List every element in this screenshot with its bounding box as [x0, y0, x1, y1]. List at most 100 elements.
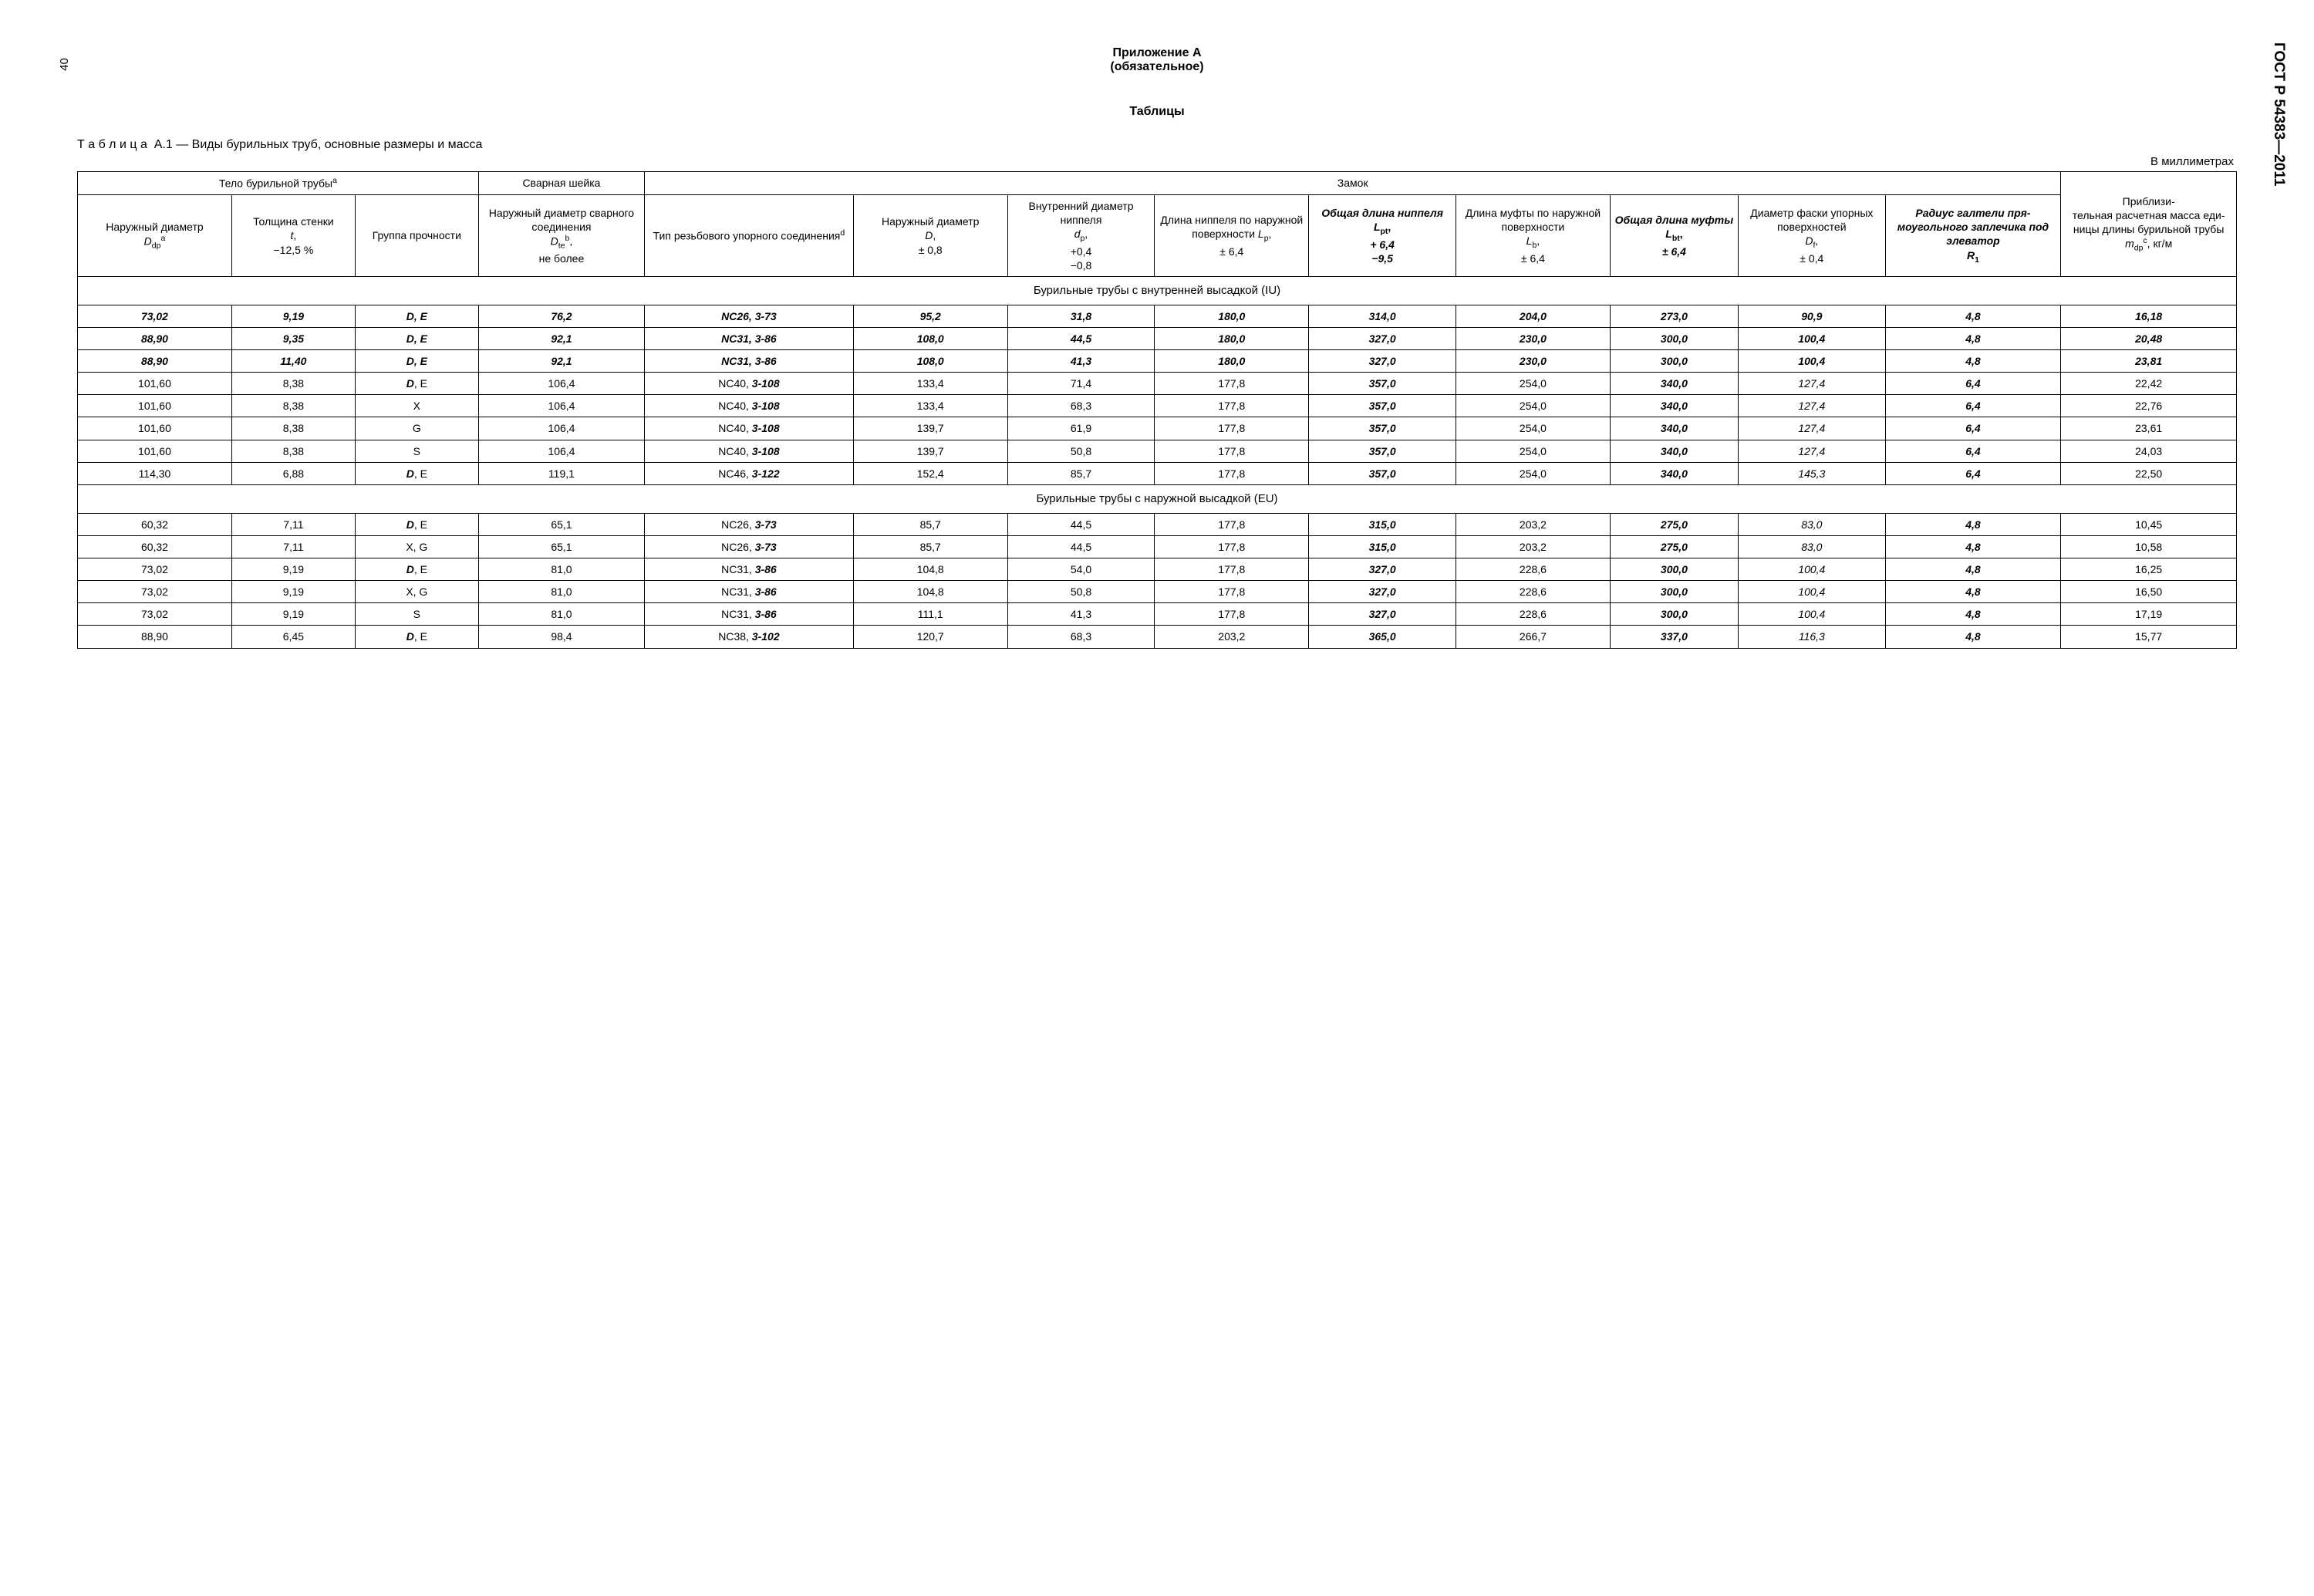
cell-Lp: 203,2 [1155, 626, 1309, 648]
hdr-Lbt-l1: Общая длина муфты [1615, 214, 1734, 226]
table-caption: Т а б л и ц а А.1 — Виды бурильных труб,… [77, 138, 2237, 152]
cell-wall: 8,38 [231, 373, 355, 395]
cell-dp: 85,7 [1007, 462, 1155, 484]
cell-wall: 8,38 [231, 395, 355, 417]
cell-Lpt: 357,0 [1309, 395, 1456, 417]
cell-D: 133,4 [853, 373, 1007, 395]
cell-Lpt: 357,0 [1309, 417, 1456, 440]
cell-Df: 90,9 [1738, 305, 1885, 327]
hdr-wall: Толщина стенки t, −12,5 % [231, 194, 355, 276]
cell-Lbt: 340,0 [1610, 462, 1738, 484]
cell-Lbt: 300,0 [1610, 327, 1738, 349]
cell-Lb: 266,7 [1456, 626, 1610, 648]
cell-body-diam: 73,02 [78, 603, 232, 626]
units-label: В миллиметрах [77, 155, 2237, 168]
cell-Lp: 177,8 [1155, 373, 1309, 395]
cell-wall: 6,45 [231, 626, 355, 648]
cell-thread: NC38, 3-102 [645, 626, 854, 648]
cell-weld: 81,0 [478, 558, 644, 580]
cell-grade: X [355, 395, 478, 417]
cell-Df: 100,4 [1738, 349, 1885, 372]
cell-wall: 6,88 [231, 462, 355, 484]
hdr-mass-l2: тельная расчетная масса еди­ницы длины б… [2073, 209, 2225, 235]
section-row: Бурильные трубы с внутренней высадкой (I… [78, 277, 2237, 305]
hdr-Lb-l1: Длина муфты по наружной поверхно­сти [1466, 207, 1601, 233]
cell-mass: 22,50 [2061, 462, 2237, 484]
cell-dp: 44,5 [1007, 535, 1155, 558]
cell-R1: 4,8 [1885, 327, 2061, 349]
hdr-Df: Диаметр фаски упорных поверх­ностей Df, … [1738, 194, 1885, 276]
hdr-body-diam-sym: D [144, 235, 152, 248]
cell-Lbt: 300,0 [1610, 581, 1738, 603]
hdr-body-diam: Наружный диаметр Ddpa [78, 194, 232, 276]
cell-body-diam: 101,60 [78, 440, 232, 462]
cell-mass: 17,19 [2061, 603, 2237, 626]
hdr-body-diam-sup: a [160, 234, 165, 243]
cell-Lp: 180,0 [1155, 305, 1309, 327]
cell-Lpt: 315,0 [1309, 535, 1456, 558]
hdr-weld-group: Сварная шейка [478, 172, 644, 195]
cell-dp: 31,8 [1007, 305, 1155, 327]
cell-D: 139,7 [853, 417, 1007, 440]
cell-weld: 65,1 [478, 513, 644, 535]
table-row: 88,9011,40D, E92,1NC31, 3-86108,041,3180… [78, 349, 2237, 372]
cell-body-diam: 73,02 [78, 581, 232, 603]
hdr-Lb-sub: b [1532, 241, 1536, 250]
cell-grade: D, E [355, 558, 478, 580]
pipe-table: Тело бурильной трубыa Сварная шейка Замо… [77, 171, 2237, 649]
cell-Lbt: 300,0 [1610, 349, 1738, 372]
cell-Lpt: 315,0 [1309, 513, 1456, 535]
cell-grade: G [355, 417, 478, 440]
cell-D: 120,7 [853, 626, 1007, 648]
section-label: Бурильные трубы с наружной высадкой (EU) [78, 485, 2237, 514]
cell-R1: 6,4 [1885, 395, 2061, 417]
cell-Lb: 228,6 [1456, 581, 1610, 603]
cell-weld: 81,0 [478, 581, 644, 603]
cell-grade: D, E [355, 373, 478, 395]
cell-thread: NC31, 3-86 [645, 349, 854, 372]
cell-weld: 92,1 [478, 327, 644, 349]
cell-Lp: 180,0 [1155, 327, 1309, 349]
cell-Lp: 177,8 [1155, 440, 1309, 462]
cell-D: 152,4 [853, 462, 1007, 484]
cell-thread: NC31, 3-86 [645, 558, 854, 580]
cell-dp: 44,5 [1007, 327, 1155, 349]
cell-dp: 71,4 [1007, 373, 1155, 395]
hdr-thread-l1: Тип резьбового упорного соединения [653, 230, 841, 242]
cell-grade: X, G [355, 535, 478, 558]
section-label: Бурильные трубы с внутренней высадкой (I… [78, 277, 2237, 305]
hdr-wall-sym: t [291, 229, 294, 241]
standard-code: ГОСТ Р 54383—2011 [2270, 42, 2287, 186]
hdr-thread: Тип резьбового упорного соединенияd [645, 194, 854, 276]
cell-Lbt: 337,0 [1610, 626, 1738, 648]
hdr-dp: Внутрен­ний диаметр ниппеля dp, +0,4 −0,… [1007, 194, 1155, 276]
cell-body-diam: 101,60 [78, 417, 232, 440]
cell-D: 95,2 [853, 305, 1007, 327]
caption-prefix: Т а б л и ц а [77, 138, 147, 151]
cell-mass: 16,50 [2061, 581, 2237, 603]
cell-R1: 4,8 [1885, 603, 2061, 626]
cell-thread: NC46, 3-122 [645, 462, 854, 484]
cell-wall: 9,19 [231, 558, 355, 580]
cell-weld: 98,4 [478, 626, 644, 648]
hdr-Lp-l1: Длина ниппеля по наруж­ной по­верхнос­ти [1160, 214, 1303, 240]
cell-Lp: 177,8 [1155, 462, 1309, 484]
cell-R1: 4,8 [1885, 349, 2061, 372]
table-row: 88,909,35D, E92,1NC31, 3-86108,044,5180,… [78, 327, 2237, 349]
cell-Df: 100,4 [1738, 558, 1885, 580]
cell-D: 111,1 [853, 603, 1007, 626]
cell-Lbt: 340,0 [1610, 373, 1738, 395]
cell-Lpt: 327,0 [1309, 603, 1456, 626]
hdr-D-l1: Наружный диаметр [882, 215, 979, 228]
table-row: 60,327,11D, E65,1NC26, 3-7385,744,5177,8… [78, 513, 2237, 535]
cell-body-diam: 114,30 [78, 462, 232, 484]
cell-R1: 4,8 [1885, 513, 2061, 535]
cell-weld: 81,0 [478, 603, 644, 626]
cell-dp: 68,3 [1007, 395, 1155, 417]
table-row: 101,608,38S106,4NC40, 3-108139,750,8177,… [78, 440, 2237, 462]
cell-R1: 6,4 [1885, 373, 2061, 395]
hdr-Lp-tol: ± 6,4 [1219, 245, 1243, 258]
cell-Df: 127,4 [1738, 373, 1885, 395]
cell-wall: 11,40 [231, 349, 355, 372]
hdr-R1-sym: R [1967, 249, 1975, 262]
